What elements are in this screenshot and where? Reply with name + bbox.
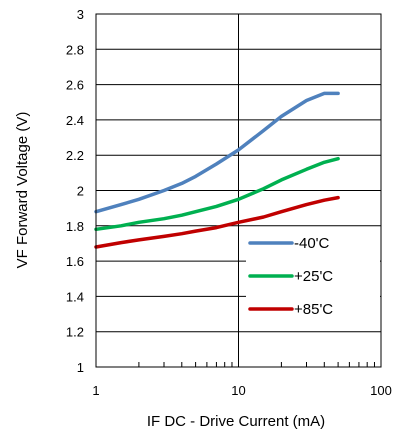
series-line-85c	[94, 195, 340, 249]
x-axis-label: IF DC - Drive Current (mA)	[147, 413, 325, 430]
data-series	[94, 91, 340, 249]
y-tick-label: 1.4	[66, 289, 84, 304]
legend: -40'C +25'C +85'C	[246, 227, 380, 328]
y-tick-label: 1.6	[66, 254, 84, 269]
legend-label-85c: +85'C	[294, 301, 333, 318]
y-tick-label: 2.2	[66, 148, 84, 163]
series-line-40c	[94, 91, 340, 214]
y-tick-label: 3	[77, 7, 84, 22]
y-tick-label: 2.8	[66, 42, 84, 57]
y-tick-label: 1.8	[66, 219, 84, 234]
tick-labels: 1 1.2 1.4 1.6 1.8 2 2.2 2.4 2.6 2.8 3 1 10 100	[66, 7, 392, 398]
y-axis-label: VF Forward Voltage (V)	[14, 112, 31, 269]
legend-label-40c: -40'C	[294, 235, 330, 252]
y-tick-label: 2	[77, 184, 84, 199]
legend-label-25c: +25'C	[294, 268, 333, 285]
y-tick-label: 1.2	[66, 325, 84, 340]
y-tick-label: 1	[77, 360, 84, 375]
x-tick-label: 100	[370, 383, 392, 398]
x-tick-label: 10	[231, 383, 245, 398]
series-line-25c	[94, 156, 340, 232]
y-tick-label: 2.6	[66, 78, 84, 93]
x-tick-label: 1	[92, 383, 99, 398]
y-tick-label: 2.4	[66, 113, 84, 128]
plot-area-frame	[95, 13, 382, 368]
